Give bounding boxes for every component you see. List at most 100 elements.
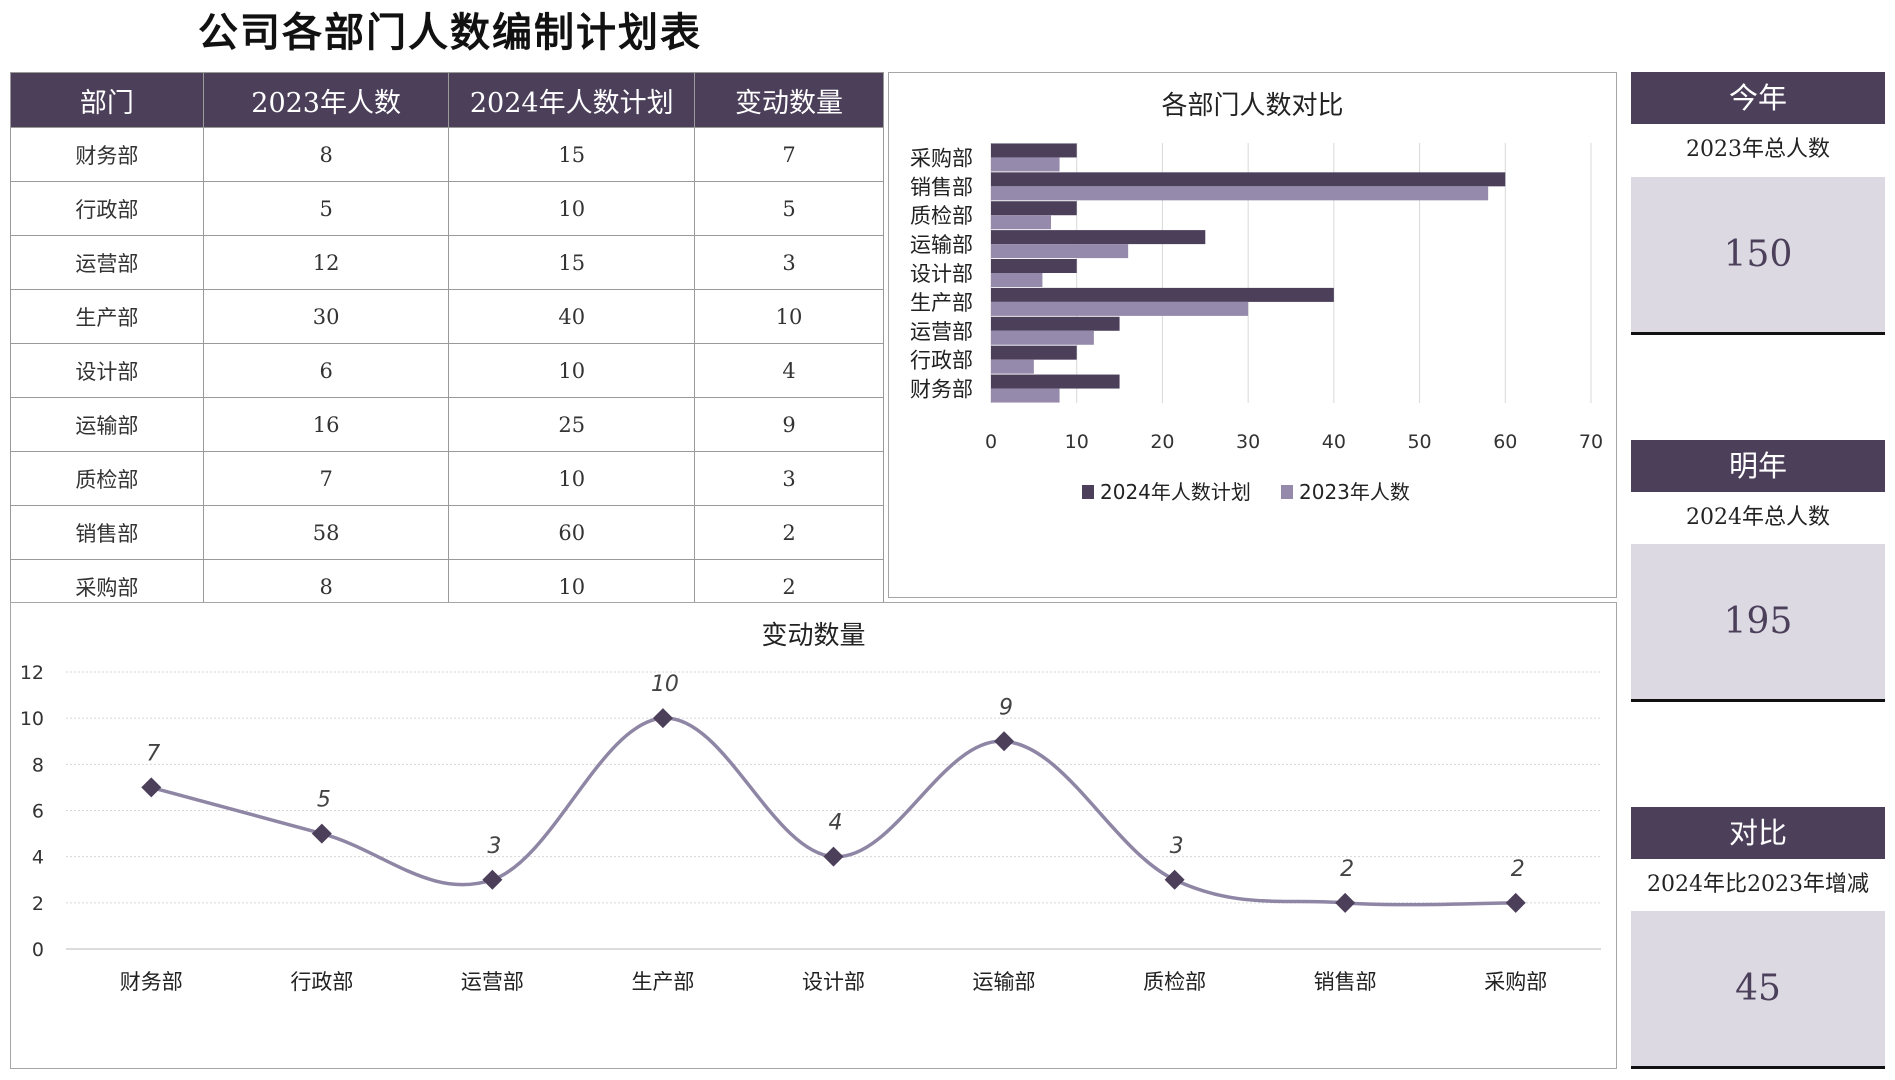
table-row: 运营部 12 15 3 [10,235,884,290]
diamond-marker [311,823,332,844]
bar [991,345,1077,360]
bar-chart-panel: 各部门人数对比 0 10 20 30 40 50 60 70 采购部 销售部 质检部 运输部 设计部 生产… [888,72,1617,598]
bar [991,374,1120,389]
bar [991,230,1206,245]
kpi-this-year-label: 2023年总人数 [1686,137,1830,162]
x-tick-label: 40 [1322,431,1346,453]
y-category-label: 采购部 [910,146,973,170]
x-category-label: 设计部 [802,970,865,994]
cell-2024-plan: 40 [448,289,696,344]
diamond-marker [1505,892,1526,913]
kpi-this-year-value: 150 [1631,177,1885,335]
table-header-row: 部门 2023年人数 2024年人数计划 变动数量 [10,72,884,128]
y-tick-label: 2 [32,893,44,915]
x-tick-label: 60 [1493,431,1517,453]
cell-change: 4 [694,343,884,398]
diamond-marker [994,731,1015,752]
x-tick-label: 10 [1065,431,1089,453]
bar [991,143,1077,158]
x-tick-label: 20 [1150,431,1174,453]
bar [991,359,1034,374]
x-category-label: 销售部 [1314,970,1377,994]
data-label: 5 [317,788,331,813]
y-tick-label: 8 [32,754,44,776]
y-category-label: 行政部 [910,349,973,373]
y-category-label: 质检部 [910,204,973,228]
cell-2023: 5 [202,181,450,236]
bar [991,301,1249,316]
kpi-next-year-value: 195 [1631,544,1885,702]
cell-2024-plan: 15 [448,127,696,182]
cell-2024-plan: 10 [448,343,696,398]
table-row: 销售部 58 60 2 [10,505,884,560]
table-row: 运输部 16 25 9 [10,397,884,452]
y-category-label: 销售部 [910,175,973,199]
kpi-compare-label: 2024年比2023年增减 [1647,872,1869,897]
kpi-compare-header: 对比 [1631,807,1885,859]
bar [991,172,1506,187]
y-tick-label: 4 [32,847,44,869]
cell-change: 10 [694,289,884,344]
y-category-label: 生产部 [910,291,973,315]
cell-department: 销售部 [10,505,204,560]
cell-2024-plan: 60 [448,505,696,560]
page-title: 公司各部门人数编制计划表 [198,10,702,56]
data-label: 2 [1511,857,1525,882]
diamond-marker [141,777,162,798]
x-tick-label: 30 [1236,431,1260,453]
table-row: 设计部 6 10 4 [10,343,884,398]
cell-2023: 30 [202,289,450,344]
cell-change: 5 [694,181,884,236]
cell-2024-plan: 15 [448,235,696,290]
cell-2024-plan: 10 [448,181,696,236]
headcount-table: 部门 2023年人数 2024年人数计划 变动数量 财务部 8 15 7 行政部 5 10 5… [10,72,884,614]
kpi-this-year-header: 今年 [1631,72,1885,124]
cell-change: 3 [694,451,884,506]
cell-2023: 7 [202,451,450,506]
x-category-label: 生产部 [631,970,694,994]
bar [991,157,1060,172]
data-label: 9 [999,695,1013,720]
y-category-label: 财务部 [910,378,973,402]
x-tick-label: 70 [1579,431,1603,453]
cell-2023: 12 [202,235,450,290]
kpi-next-year-header: 明年 [1631,440,1885,492]
bar [991,287,1334,302]
data-label: 3 [487,834,501,859]
y-tick-label: 12 [20,662,44,684]
x-tick-label: 50 [1407,431,1431,453]
cell-department: 质检部 [10,451,204,506]
cell-2024-plan: 25 [448,397,696,452]
bar [991,388,1060,403]
bar [991,259,1077,273]
x-category-label: 运输部 [973,970,1036,994]
col-header-2023: 2023年人数 [202,72,450,128]
line-chart-title: 变动数量 [761,621,866,651]
bar [991,273,1043,287]
x-category-label: 质检部 [1143,970,1206,994]
diamond-marker [823,846,844,867]
data-label: 4 [829,811,843,836]
cell-department: 运输部 [10,397,204,452]
cell-change: 9 [694,397,884,452]
x-tick-label: 0 [985,431,997,453]
diamond-marker [652,708,673,729]
diamond-marker [1164,869,1185,890]
y-tick-label: 6 [32,801,44,823]
y-category-label: 运营部 [910,320,973,344]
cell-department: 财务部 [10,127,204,182]
y-category-label: 设计部 [910,262,973,286]
table-row: 财务部 8 15 7 [10,127,884,182]
bar [991,244,1129,259]
table-row: 行政部 5 10 5 [10,181,884,236]
cell-change: 3 [694,235,884,290]
cell-department: 运营部 [10,235,204,290]
cell-department: 生产部 [10,289,204,344]
col-header-change: 变动数量 [694,72,884,128]
bar [991,215,1051,230]
cell-2024-plan: 10 [448,451,696,506]
cell-change: 7 [694,127,884,182]
table-row: 质检部 7 10 3 [10,451,884,506]
cell-department: 行政部 [10,181,204,236]
cell-2023: 6 [202,343,450,398]
